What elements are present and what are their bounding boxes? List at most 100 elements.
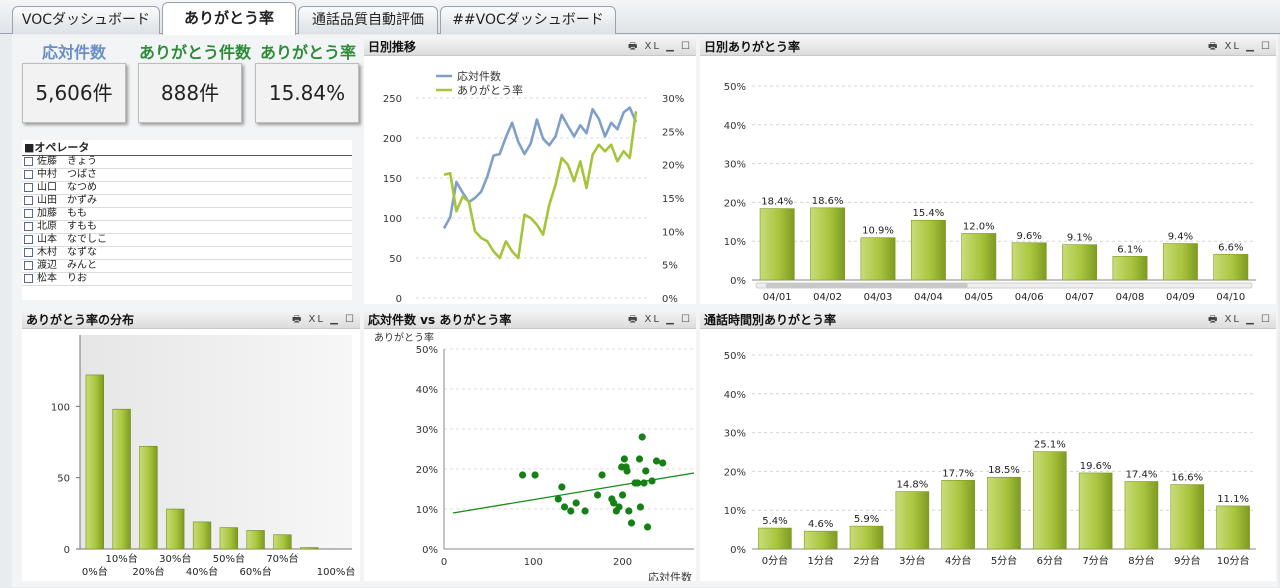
y-tick-label: 250 [383, 94, 402, 105]
x-tick-label: 0 [441, 557, 447, 568]
checkbox-icon[interactable] [24, 169, 33, 179]
legend-label: ありがとう率 [457, 83, 523, 97]
y-tick-label: 50% [724, 82, 746, 93]
operator-list-item[interactable]: 加藤 もも [22, 208, 352, 221]
scatter-point [610, 499, 618, 507]
operator-list-item[interactable]: 山本 なでしこ [22, 234, 352, 247]
panel-controls[interactable]: 🖶 XL ▁ ☐ [627, 314, 692, 325]
bar-value-label: 18.5% [988, 465, 1020, 476]
bar [759, 208, 795, 281]
bar [1124, 481, 1159, 550]
kpi-calls-value: 5,606件 [22, 63, 126, 123]
checkbox-icon[interactable] [24, 221, 33, 231]
tab-call-quality[interactable]: 通話品質自動評価 [298, 6, 438, 34]
checkbox-icon[interactable] [24, 273, 33, 283]
operator-list-item[interactable]: 北原 すもも [22, 221, 352, 234]
kpi-thanks-count-title: ありがとう件数 [138, 43, 251, 62]
panel-controls[interactable]: 🖶 XL ▁ ☐ [1207, 41, 1272, 52]
x-tick-label: 04/01 [763, 292, 792, 303]
operator-list-item[interactable]: 山田 かずみ [22, 195, 352, 208]
series-line [443, 111, 638, 260]
operator-name: 山本 なでしこ [37, 234, 107, 245]
operator-list-item[interactable]: 山口 なつめ [22, 182, 352, 195]
bar [941, 480, 975, 550]
y-tick-label: 0% [730, 545, 746, 556]
bar-value-label: 10.9% [862, 226, 894, 237]
y-tick-label: 10% [724, 237, 746, 248]
tab-thanks-rate[interactable]: ありがとう率 [162, 2, 296, 35]
bar-value-label: 18.6% [812, 196, 844, 207]
bar [758, 527, 792, 550]
bar-value-label: 5.9% [854, 514, 879, 525]
y-tick-label: 50 [389, 254, 402, 265]
call-time-rate-title: 通話時間別ありがとう率 [704, 313, 837, 327]
y-tick-label: 10% [416, 505, 438, 516]
operator-name: 木村 なずな [37, 247, 97, 258]
operator-list-item[interactable]: 佐藤 きょう [22, 156, 352, 169]
checkbox-icon[interactable] [24, 195, 33, 205]
checkbox-icon[interactable] [24, 260, 33, 270]
daily-trend-chart: 250 200 150 100 50 0 30% 25% 20% 15% 10% 5% 0% 応対件数あり… [383, 69, 684, 304]
call-time-rate-chart: 50% 40% 30% 20% 10% 0% 5.4% 0分台 4.6% 1分台 5.9% 2分台 14… [724, 351, 1256, 567]
checkbox-icon[interactable] [24, 208, 33, 218]
scatter-point [623, 467, 631, 475]
panel-call-time-rate-title: 通話時間別ありがとう率 🖶 XL ▁ ☐ [700, 311, 1276, 329]
bar [1078, 472, 1113, 550]
y2-tick-label: 0% [662, 294, 678, 304]
x-tick-label: 04/07 [1065, 292, 1094, 303]
bar-value-label: 6.6% [1218, 242, 1243, 253]
y-tick-label: 50% [416, 345, 438, 356]
y-tick-label: 40% [724, 390, 746, 401]
x-tick-label: 0%台 [82, 565, 108, 578]
y-tick-label: 100 [51, 402, 70, 413]
bar [85, 374, 104, 550]
legend-label: 応対件数 [457, 69, 501, 83]
scatter-point [618, 491, 627, 499]
operator-name: 中村 つばさ [37, 169, 97, 180]
x-tick-label: 100 [524, 557, 543, 568]
x-tick-label: 5分台 [991, 554, 1017, 567]
y2-tick-label: 15% [662, 194, 684, 205]
y-axis-label: ありがとう率 [374, 331, 434, 344]
bar [910, 219, 946, 281]
operator-list-item[interactable]: 中村 つばさ [22, 169, 352, 182]
checkbox-icon[interactable] [24, 156, 33, 166]
checkbox-icon[interactable] [24, 247, 33, 257]
scrollbar-thumb [766, 283, 968, 288]
bar-value-label: 15.4% [913, 208, 945, 219]
x-tick-label: 10%台 [106, 552, 138, 565]
panel-call-time-rate: 通話時間別ありがとう率 🖶 XL ▁ ☐ 50% 40% 30% 20% 10% 0% 5.4… [700, 311, 1276, 581]
operator-list-item[interactable]: 松本 りお [22, 273, 352, 286]
bar [1062, 244, 1098, 281]
bar-value-label: 6.1% [1117, 244, 1142, 255]
y-tick-label: 200 [383, 134, 402, 145]
bar [1170, 484, 1205, 550]
panel-controls[interactable]: 🖶 XL ▁ ☐ [627, 41, 692, 52]
tab-voc-dashboard[interactable]: VOCダッシュボード [12, 6, 160, 34]
panel-scatter-title: 応対件数 vs ありがとう率 🖶 XL ▁ ☐ [364, 311, 696, 329]
y2-tick-label: 25% [662, 127, 684, 138]
operator-list-item[interactable]: 渡辺 みんと [22, 260, 352, 273]
operator-list-item[interactable]: 木村 なずな [22, 247, 352, 260]
operator-listbox-title: ■オペレータ [22, 140, 352, 156]
panel-controls[interactable]: 🖶 XL ▁ ☐ [291, 314, 356, 325]
x-tick-label: 0分台 [762, 554, 788, 567]
tab-voc-dashboard-2[interactable]: ##VOCダッシュボード [440, 6, 616, 34]
x-tick-label: 9分台 [1174, 554, 1200, 567]
y-tick-label: 20% [416, 465, 438, 476]
bar [166, 508, 185, 550]
y-tick-label: 40% [724, 121, 746, 132]
operator-name: 佐藤 きょう [37, 156, 97, 167]
panel-rate-distribution-title: ありがとう率の分布 🖶 XL ▁ ☐ [22, 311, 360, 329]
scatter-point [620, 455, 628, 463]
y-tick-label: 0 [396, 294, 402, 304]
bar-value-label: 19.6% [1080, 461, 1112, 472]
checkbox-icon[interactable] [24, 182, 33, 192]
y-tick-label: 30% [724, 429, 746, 440]
y-tick-label: 30% [724, 160, 746, 171]
bar-value-label: 12.0% [963, 221, 995, 232]
panel-controls[interactable]: 🖶 XL ▁ ☐ [1207, 314, 1272, 325]
checkbox-icon[interactable] [24, 234, 33, 244]
scatter-point [598, 471, 606, 479]
bar [246, 530, 265, 550]
